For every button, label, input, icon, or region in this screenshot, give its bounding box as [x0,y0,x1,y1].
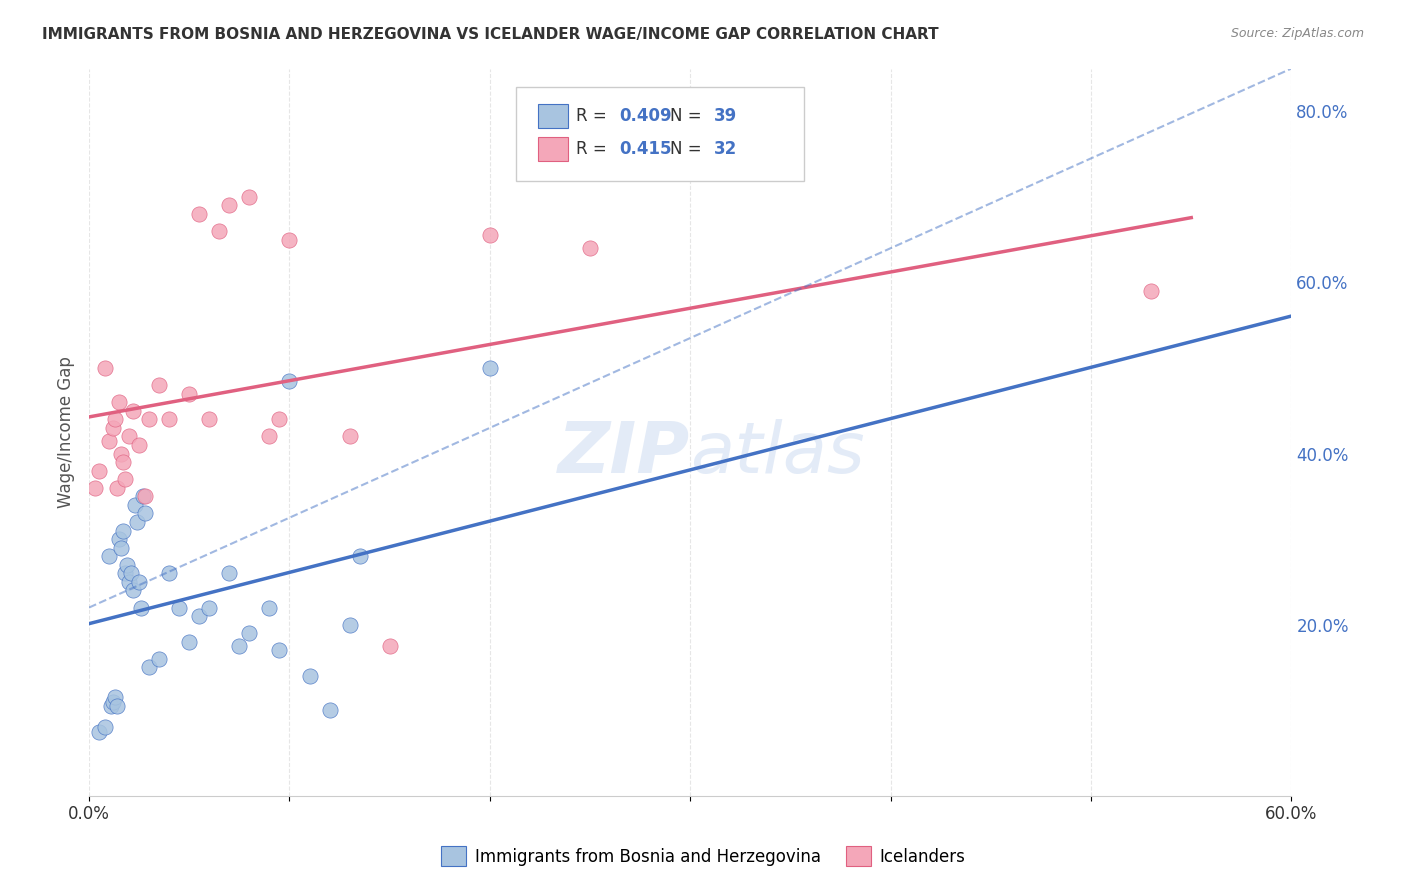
Point [278,233,301,247]
Point [478,361,501,376]
Point [269,643,291,657]
Point [157,412,180,426]
Point [94,361,117,376]
Point [104,412,127,426]
Point [134,507,156,521]
Text: IMMIGRANTS FROM BOSNIA AND HERZEGOVINA VS ICELANDER WAGE/INCOME GAP CORRELATION : IMMIGRANTS FROM BOSNIA AND HERZEGOVINA V… [42,27,939,42]
Point [104,690,127,705]
Point [122,403,145,417]
Point [318,703,340,717]
Text: 32: 32 [714,139,738,158]
Point [114,566,136,581]
Point [87,464,110,478]
Text: atlas: atlas [690,419,865,489]
Point [278,374,301,388]
Text: ZIP: ZIP [558,419,690,489]
Point [179,386,201,401]
Point [100,698,122,713]
Point [478,228,501,243]
Point [120,566,142,581]
Point [128,438,150,452]
Point [108,395,131,409]
Point [228,639,250,653]
Text: 0.409: 0.409 [619,107,672,125]
Point [129,600,152,615]
FancyBboxPatch shape [537,136,568,161]
Point [188,609,211,624]
Point [259,600,281,615]
Point [238,190,260,204]
Point [269,412,291,426]
Point [112,455,135,469]
Point [101,421,124,435]
Point [179,634,201,648]
Point [127,515,149,529]
Point [98,549,121,564]
Point [112,524,135,538]
Text: 0.415: 0.415 [619,139,672,158]
Point [208,224,231,238]
Point [579,241,602,255]
Point [198,600,221,615]
Point [148,652,170,666]
Point [218,198,240,212]
Point [1140,284,1163,298]
Point [87,724,110,739]
Point [110,446,132,460]
Point [118,429,141,443]
Y-axis label: Wage/Income Gap: Wage/Income Gap [58,356,75,508]
Point [378,639,401,653]
Point [198,412,221,426]
Point [84,481,107,495]
Text: 39: 39 [714,107,738,125]
Text: R =: R = [576,139,617,158]
Point [148,378,170,392]
Point [108,532,131,546]
Point [238,626,260,640]
Point [298,669,321,683]
Point [188,207,211,221]
Legend: Immigrants from Bosnia and Herzegovina, Icelanders: Immigrants from Bosnia and Herzegovina, … [433,838,973,875]
Point [218,566,240,581]
Point [98,434,121,448]
Point [339,617,361,632]
Point [110,541,132,555]
Point [339,429,361,443]
Point [118,574,141,589]
Text: N =: N = [669,139,707,158]
Text: R =: R = [576,107,612,125]
Point [134,489,156,503]
Point [157,566,180,581]
Point [122,583,145,598]
Point [167,600,190,615]
Point [115,558,138,572]
Point [128,574,150,589]
Point [132,489,155,503]
Text: N =: N = [669,107,707,125]
Point [349,549,371,564]
Point [105,698,128,713]
Text: Source: ZipAtlas.com: Source: ZipAtlas.com [1230,27,1364,40]
Point [124,498,146,512]
Point [94,720,117,734]
FancyBboxPatch shape [516,87,804,181]
Point [138,412,160,426]
Point [138,660,160,674]
Point [105,481,128,495]
FancyBboxPatch shape [537,104,568,128]
Point [101,695,124,709]
Point [114,472,136,486]
Point [259,429,281,443]
